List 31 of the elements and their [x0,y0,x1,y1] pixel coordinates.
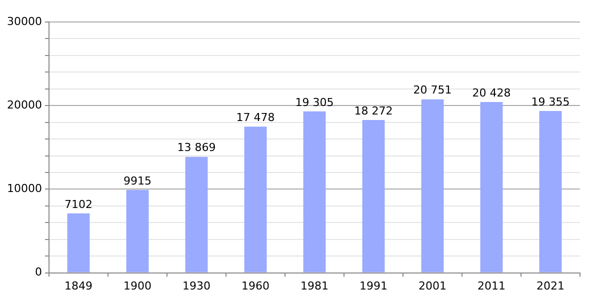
bar [303,111,326,272]
data-label: 19 305 [295,96,334,109]
data-label: 20 428 [472,86,511,100]
x-tick-label: 2021 [536,279,564,292]
bar [362,120,385,272]
y-tick-label: 30000 [6,14,42,28]
bar [421,99,444,272]
x-tick-label: 1960 [241,279,270,292]
bar [539,110,562,272]
bar [480,102,503,272]
data-label: 17 478 [236,111,275,124]
x-tick-label: 1991 [359,279,388,292]
bar [185,156,208,272]
x-tick-label: 1930 [182,279,210,292]
x-tick-label: 1849 [64,279,92,292]
x-tick-label: 2001 [418,279,446,292]
y-tick-label: 0 [34,266,42,279]
y-tick-label: 10000 [6,182,42,196]
y-tick-label: 20000 [6,98,42,112]
x-tick-label: 1900 [123,279,152,292]
data-label: 9915 [123,174,152,188]
data-label: 20 751 [413,84,452,97]
bar [126,190,149,272]
data-label: 13 869 [177,141,216,154]
data-label: 7102 [64,198,92,211]
x-tick-label: 2011 [478,279,506,292]
data-label: 18 272 [354,104,393,118]
bar [244,126,267,272]
data-label: 19 355 [531,95,570,108]
bar [67,213,90,272]
x-tick-label: 1981 [300,279,328,292]
